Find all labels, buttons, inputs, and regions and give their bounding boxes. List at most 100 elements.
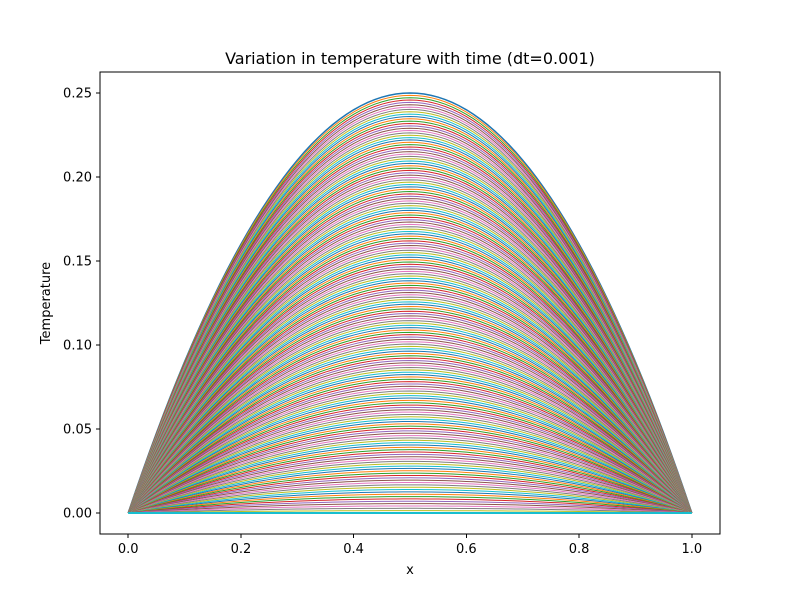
temperature-curve (127, 437, 693, 514)
temperature-curve (127, 385, 693, 514)
temperature-curve (127, 195, 693, 514)
temperature-curve (127, 341, 693, 514)
temperature-curve (127, 268, 693, 514)
temperature-curve (127, 202, 693, 514)
temperature-curve (127, 245, 693, 514)
temperature-curve (127, 327, 693, 514)
temperature-curve (127, 139, 693, 514)
temperature-curve (127, 132, 693, 514)
temperature-curve (127, 172, 693, 514)
temperature-curve (127, 289, 693, 514)
temperature-curve (127, 113, 693, 514)
temperature-curve (127, 191, 693, 514)
temperature-curve (128, 510, 692, 514)
temperature-curve (127, 221, 693, 514)
temperature-curve (127, 144, 693, 514)
temperature-curve (128, 477, 692, 514)
temperature-curve (127, 212, 693, 514)
temperature-curve (127, 367, 693, 514)
temperature-curve (127, 99, 693, 514)
temperature-curve (127, 388, 693, 514)
temperature-curve (128, 481, 692, 514)
temperature-curve (127, 111, 693, 514)
temperature-curve (127, 329, 693, 514)
temperature-curve (127, 160, 693, 514)
temperature-curve (127, 376, 693, 514)
temperature-curve (127, 207, 693, 514)
temperature-curve (127, 409, 693, 514)
temperature-curve (128, 465, 692, 514)
temperature-curve (127, 371, 693, 514)
temperature-curve (127, 92, 693, 514)
temperature-curve (127, 130, 693, 514)
temperature-curve (127, 266, 693, 514)
temperature-curve (127, 416, 693, 514)
temperature-curve (127, 167, 693, 514)
temperature-curve (127, 390, 693, 514)
temperature-curve (128, 503, 692, 514)
temperature-curve (127, 254, 693, 514)
x-tick-label: 0.8 (569, 542, 590, 557)
temperature-curve (127, 198, 693, 514)
temperature-curve (127, 184, 693, 514)
temperature-curve (127, 406, 693, 514)
temperature-curve (127, 259, 693, 514)
y-tick-label: 0.00 (63, 507, 92, 522)
temperature-curve (128, 474, 692, 514)
temperature-curve (127, 291, 693, 514)
temperature-curve (127, 378, 693, 514)
temperature-curve (127, 146, 693, 514)
temperature-curve (127, 97, 693, 514)
temperature-curve (127, 317, 693, 514)
temperature-curve (127, 282, 693, 514)
temperature-curve (127, 352, 693, 514)
temperature-curve (127, 155, 693, 514)
temperature-curve (127, 345, 693, 514)
temperature-curve (127, 423, 693, 514)
temperature-curve (127, 362, 693, 514)
x-tick-label: 0.2 (231, 542, 252, 557)
temperature-curve (128, 491, 692, 514)
temperature-curve (127, 169, 693, 514)
x-tick-label: 0.4 (343, 542, 364, 557)
temperature-curve (127, 273, 693, 514)
temperature-curve (127, 294, 693, 514)
temperature-curve (127, 205, 693, 514)
temperature-curve (127, 449, 693, 514)
temperature-curve (127, 456, 693, 514)
temperature-curve (127, 125, 693, 514)
temperature-curve (127, 193, 693, 514)
y-tick-label: 0.20 (63, 171, 92, 186)
temperature-curve (127, 188, 693, 514)
temperature-curve (128, 500, 692, 514)
temperature-curve (127, 432, 693, 514)
temperature-curve (127, 200, 693, 514)
x-axis-label: x (406, 563, 414, 578)
temperature-curve (127, 284, 693, 514)
temperature-curve (127, 233, 693, 514)
temperature-curve (127, 338, 693, 514)
temperature-curve (127, 402, 693, 514)
temperature-curve (127, 263, 693, 514)
temperature-curve (127, 331, 693, 514)
temperature-curve (127, 94, 693, 514)
temperature-curve (127, 137, 693, 514)
temperature-curve (127, 420, 693, 514)
y-tick-label: 0.05 (63, 423, 92, 438)
temperature-curve (127, 141, 693, 514)
temperature-curve (127, 425, 693, 514)
temperature-curve (127, 298, 693, 514)
temperature-curve (127, 280, 693, 514)
temperature-curve (127, 374, 693, 514)
temperature-curve (128, 484, 692, 514)
y-axis-ticks: 0.00 0.05 0.10 0.15 0.20 0.25 (63, 87, 100, 522)
x-axis-ticks: 0.0 0.2 0.4 0.6 0.8 1.0 (118, 534, 702, 557)
temperature-curve (128, 486, 692, 514)
x-tick-label: 0.0 (118, 542, 139, 557)
temperature-curve (127, 453, 693, 514)
temperature-curve (127, 247, 693, 514)
temperature-curve (127, 237, 693, 514)
temperature-curve (127, 186, 693, 514)
